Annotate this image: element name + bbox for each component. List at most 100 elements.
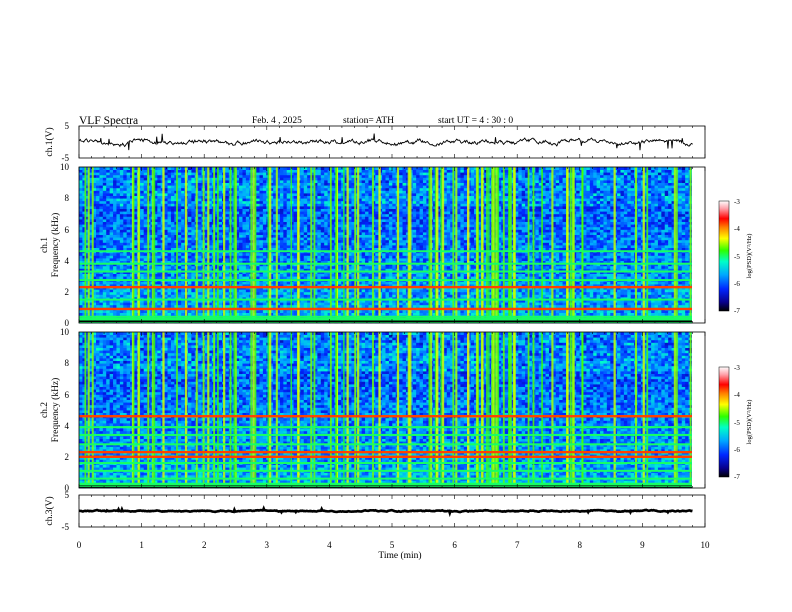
spectrogram-cell [109,237,114,241]
spectrogram-cell [286,211,291,215]
spectrogram-cell [113,193,117,196]
spectrogram-cell [116,237,121,241]
spectrogram-cell [348,198,352,202]
spectrogram-cell [79,273,83,277]
spectrogram-cell [303,198,308,202]
spectrogram-cell [109,268,114,272]
spectrogram-cell [273,247,277,251]
spectrogram-cell [259,291,264,295]
spectrogram-cell [181,190,185,194]
spectrogram-cell [109,273,114,277]
spectrogram-cell [256,213,260,217]
spectrogram-cell [218,208,223,212]
spectrogram-cell [113,221,117,225]
spectrogram-cell [102,247,107,251]
spectrogram-cell [170,239,175,243]
spectrogram-cell [96,198,100,202]
spectrogram-cell [279,284,284,287]
spectrogram-cell [313,268,318,272]
spectrogram-cell [157,226,162,230]
spectrogram-cell [191,232,196,235]
spectrogram-cell [317,224,322,228]
spectrogram-cell [198,268,202,272]
spectrogram-cell [106,224,111,228]
spectrogram-cell [262,200,267,204]
spectrogram-cell [92,252,97,256]
spectrogram-cell [337,185,342,189]
spectrogram-cell [279,247,284,251]
spectrogram-cell [337,206,342,209]
spectrogram-cell [89,232,94,235]
spectrogram-cell [242,304,247,308]
spectrogram-cell [283,219,288,222]
spectrogram-cell [331,260,335,264]
spectrogram-cell [218,284,223,287]
spectrogram-cell [259,281,264,285]
spectrogram-cell [157,224,162,228]
spectrogram-cell [235,258,240,261]
spectrogram-cell [198,180,202,183]
spectrogram-cell [239,289,243,293]
spectrogram-cell [143,273,148,277]
spectrogram-cell [79,190,83,194]
spectrogram-cell [354,185,359,189]
spectrogram-cell [126,172,131,176]
spectrogram-cell [143,182,148,186]
spectrogram-cell [116,211,121,215]
spectrogram-cell [89,291,94,295]
spectrogram-cell [99,273,104,277]
spectrogram-cell [242,195,247,199]
spectrogram-cell [354,219,359,222]
spectrogram-cell [119,302,124,306]
spectrogram-cell [133,213,138,217]
spectrogram-cell [82,245,87,248]
spectrogram-cell [89,247,94,251]
spectrogram-cell [208,299,213,303]
spectrogram-cell [276,190,281,194]
spectrogram-cell [279,258,284,261]
spectrogram-cell [133,265,138,269]
spectrogram-cell [181,281,185,285]
spectrogram-cell [331,297,335,300]
spectrogram-cell [106,174,111,178]
spectrogram-cell [337,169,342,173]
spectrogram-cell [256,167,260,170]
spectrogram-cell [273,252,277,256]
spectrogram-cell [303,245,308,248]
spectrogram-cell [79,174,83,178]
spectrogram-cell [324,245,329,248]
spectrogram-cell [140,224,145,228]
spectrogram-cell [283,172,288,176]
spectrogram-cell [123,247,128,251]
spectrogram-cell [89,216,94,220]
spectrogram-cell [140,190,145,194]
spectrogram-cell [269,200,274,204]
spectrogram-cell [269,268,274,272]
spectrogram-cell [140,265,145,269]
spectrogram-cell [348,206,352,209]
spectrogram-cell [187,299,192,303]
spectrogram-cell [256,226,260,230]
spectrogram-cell [140,247,145,251]
spectrogram-cell [276,200,281,204]
spectrogram-cell [89,297,94,300]
spectrogram-cell [262,252,267,256]
spectrogram-cell [143,174,148,178]
spectrogram-cell [92,255,97,259]
spectrogram-cell [290,273,294,277]
spectrogram-cell [273,174,277,178]
spectrogram-cell [133,260,138,264]
spectrogram-cell [96,284,100,287]
spectrogram-cell [164,310,168,313]
spectrogram-cell [140,299,145,303]
spectrogram-cell [153,268,158,272]
spectrogram-cell [276,310,281,313]
spectrogram-cell [153,294,158,298]
spectrogram-cell [133,312,138,316]
spectrogram-cell [324,252,329,256]
spectrogram-cell [290,255,294,259]
spectrogram-cell [262,281,267,285]
spectrogram-cell [177,291,182,295]
spectrogram-cell [92,237,97,241]
spectrogram-cell [106,284,111,287]
